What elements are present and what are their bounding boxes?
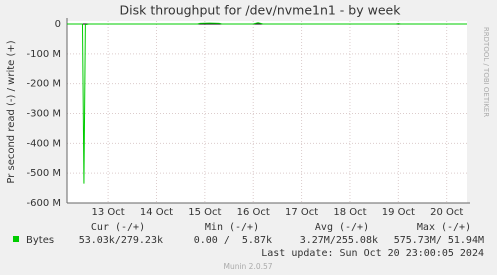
footer: Munin 2.0.57 <box>223 262 272 271</box>
plot-area <box>67 21 467 203</box>
legend-header: Avg (-/+) <box>315 222 369 233</box>
y-axis-label: Pr second read (-) / write (+) <box>6 40 17 183</box>
data-line <box>67 22 467 184</box>
x-tick-label: 13 Oct <box>92 207 125 218</box>
x-tick-label: 15 Oct <box>188 207 221 218</box>
legend-value: 575.73M/ 51.94M <box>394 235 484 246</box>
y-tick-label: -300 M <box>26 108 61 119</box>
legend-label: Bytes <box>26 235 54 246</box>
legend-value: 53.03k/279.23k <box>79 235 163 246</box>
x-tick-label: 19 Oct <box>382 207 415 218</box>
y-tick-label: -200 M <box>26 79 61 90</box>
y-tick-label: -100 M <box>26 49 61 60</box>
legend-header: Cur (-/+) <box>91 222 145 233</box>
legend-value: 3.27M/255.08k <box>300 235 378 246</box>
x-tick-label: 17 Oct <box>285 207 318 218</box>
legend-swatch <box>13 236 19 242</box>
legend-header: Min (-/+) <box>205 222 259 233</box>
side-text: RRDTOOL / TOBI OETIKER <box>482 27 490 117</box>
x-tick-label: 14 Oct <box>140 207 173 218</box>
y-tick-label: -400 M <box>26 138 61 149</box>
last-update: Last update: Sun Oct 20 23:00:05 2024 <box>261 248 484 259</box>
y-tick-label: -600 M <box>26 198 61 209</box>
legend-value: 0.00 / 5.87k <box>194 235 272 246</box>
y-tick-label: -500 M <box>26 168 61 179</box>
x-tick-label: 20 Oct <box>430 207 463 218</box>
chart-title: Disk throughput for /dev/nvme1n1 - by we… <box>120 3 402 18</box>
x-tick-label: 16 Oct <box>237 207 270 218</box>
legend-header: Max (-/+) <box>417 222 471 233</box>
y-tick-label: 0 <box>55 19 61 30</box>
x-tick-label: 18 Oct <box>333 207 366 218</box>
